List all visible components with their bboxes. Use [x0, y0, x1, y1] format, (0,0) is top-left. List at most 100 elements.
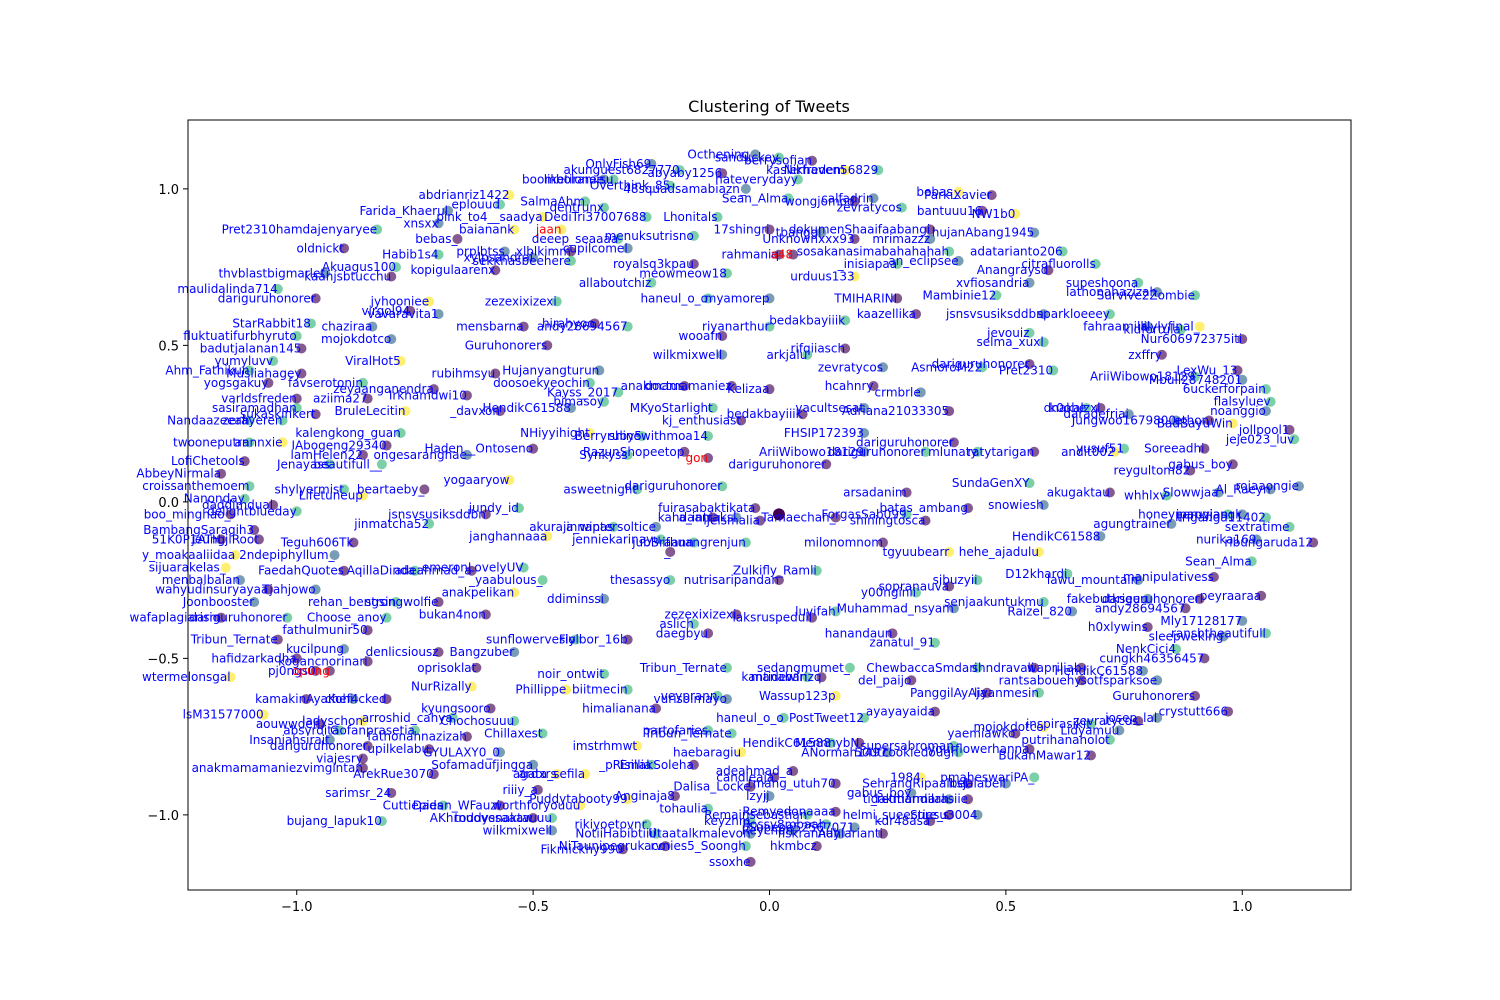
data-point [830, 690, 841, 701]
data-point [324, 665, 335, 676]
data-point [1038, 597, 1049, 608]
point-label: del_paijo [858, 673, 911, 687]
data-point [688, 537, 699, 548]
data-point [235, 575, 246, 586]
point-label: Remyedonaaaa [742, 805, 835, 819]
point-label: hafidzarkadha [211, 651, 296, 665]
data-point [840, 165, 851, 176]
point-label: Phillippe [515, 683, 566, 697]
data-point [433, 597, 444, 608]
point-label: zeyaanganendra [333, 382, 434, 396]
point-label: prplbtss [456, 244, 504, 258]
point-label: yumyluvv [214, 354, 273, 368]
point-label: dnakalzxl [1044, 401, 1101, 415]
data-point [1029, 446, 1040, 457]
point-label: maulidalinda714 [177, 282, 277, 296]
data-point [750, 503, 761, 514]
point-label: Sofamadufjingga [431, 758, 533, 772]
point-label: wilkmixwell [653, 348, 722, 362]
data-point [386, 787, 397, 798]
data-point [556, 224, 567, 235]
data-point [873, 165, 884, 176]
point-label: zevratycos [1073, 714, 1138, 728]
point-label: k0ohe [1049, 401, 1086, 415]
point-label: Kayss_2017 [547, 385, 618, 399]
data-point [1085, 750, 1096, 761]
data-point [1133, 715, 1144, 726]
data-point [1171, 415, 1182, 426]
data-point [391, 597, 402, 608]
point-label: rantsabouehy [999, 673, 1082, 687]
data-point [509, 715, 520, 726]
data-point [372, 224, 383, 235]
point-label: ipangjangk [1176, 507, 1242, 521]
data-point [362, 393, 373, 404]
point-label: Octhening_ [687, 147, 756, 161]
data-point [825, 737, 836, 748]
point-label: bebas_ [916, 185, 959, 199]
point-label: lawu_mountain [1047, 573, 1138, 587]
data-point [925, 816, 936, 827]
point-label: manipulativess [1123, 570, 1214, 584]
point-label: FaedahQuotes [258, 564, 344, 578]
data-point [1223, 706, 1234, 717]
point-label: bebas_ [415, 232, 458, 246]
data-point [528, 443, 539, 454]
point-label: Anangraysd [977, 263, 1049, 277]
data-point [504, 474, 515, 485]
point-label: veyprann [661, 689, 718, 703]
data-point [703, 293, 714, 304]
point-label: zezexixizexi [664, 608, 736, 622]
point-label: LofiChetools [171, 454, 245, 468]
point-label: sextratime [1225, 520, 1290, 534]
data-point [688, 230, 699, 241]
point-label: Akuagus100 [322, 260, 396, 274]
point-label: sosakanasimabahahahah [797, 244, 949, 258]
data-point [764, 293, 775, 304]
data-point [1156, 349, 1167, 360]
data-point [485, 703, 496, 714]
point-label: wapriliab [1027, 661, 1082, 675]
point-label: jeje023_luv [1225, 432, 1294, 446]
data-point [703, 431, 714, 442]
data-point [518, 321, 529, 332]
data-point [608, 521, 619, 532]
point-label: bedakbayiiik [769, 313, 845, 327]
data-point [688, 618, 699, 629]
point-label: dokumenShaaifaabangi [789, 223, 931, 237]
point-label: dariguruhonorer [828, 445, 926, 459]
point-label: ethon [1175, 413, 1210, 427]
point-label: Insaniahsirait [249, 733, 330, 747]
point-label: NHiyyihight [520, 426, 590, 440]
point-label: lsM31577000 [183, 708, 264, 722]
point-label: NW1b0 [972, 207, 1016, 221]
point-label: EmakSoleha [620, 758, 694, 772]
data-point [409, 725, 420, 736]
data-point [249, 525, 260, 536]
data-point [1104, 734, 1115, 745]
data-point [773, 152, 784, 163]
data-point [972, 575, 983, 586]
point-label: y00nginii [861, 586, 916, 600]
point-label: Dadan_WFauzi [413, 798, 500, 812]
x-tick-label: 0.0 [759, 900, 780, 915]
point-label: upilkelabu [367, 742, 429, 756]
point-label: adeahmad_a [716, 764, 793, 778]
point-label: opung [292, 664, 330, 678]
data-point [721, 268, 732, 279]
data-point [717, 349, 728, 360]
data-point [773, 575, 784, 586]
point-label: Ahm_Fathikun [165, 363, 249, 377]
point-label: Supepe52567071 [748, 820, 854, 834]
data-point [357, 490, 368, 501]
point-label: kogancnorinari [278, 655, 367, 669]
x-tick-label: −1.0 [281, 900, 313, 915]
data-point [301, 694, 312, 705]
data-point [1251, 534, 1262, 545]
point-label: Lidyamuu [1060, 723, 1119, 737]
data-point [750, 149, 761, 160]
data-point [1189, 690, 1200, 701]
point-label: helmi_sueecure_s [843, 808, 949, 822]
data-point [665, 575, 676, 586]
